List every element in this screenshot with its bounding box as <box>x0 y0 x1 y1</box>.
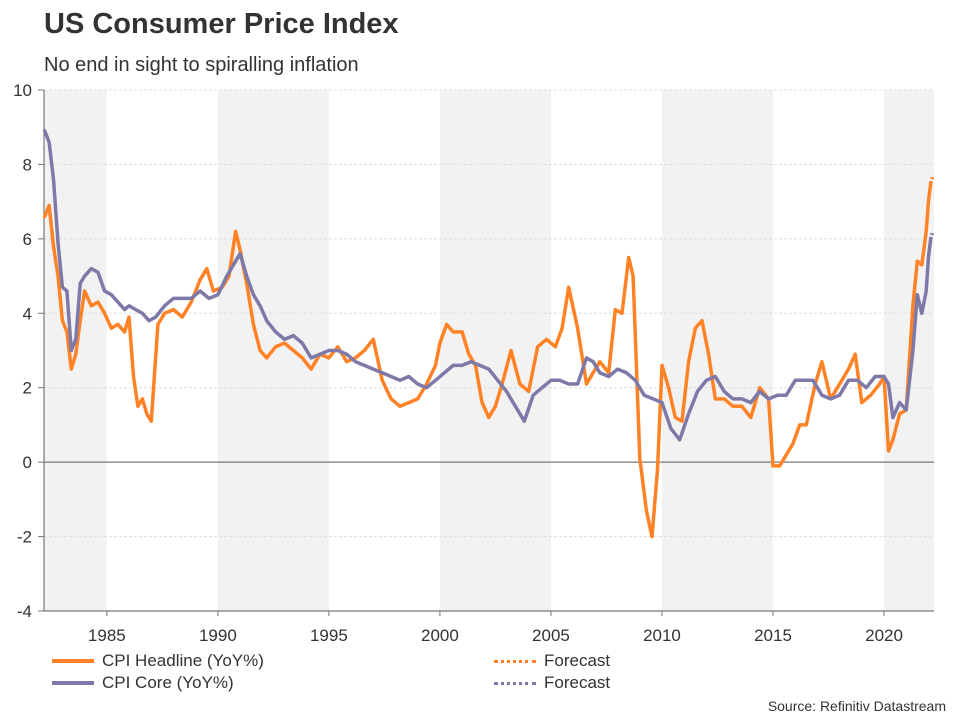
y-tick-label: 4 <box>23 304 32 323</box>
x-tick-label: 1985 <box>88 626 126 645</box>
legend-swatch-core <box>52 681 94 685</box>
y-tick-label: 2 <box>23 379 32 398</box>
legend-item-core: CPI Core (YoY%) <box>52 673 234 693</box>
shaded-band <box>661 90 774 611</box>
legend-label-core: CPI Core (YoY%) <box>102 673 234 692</box>
x-tick-label: 1995 <box>310 626 348 645</box>
x-tick-label: 2020 <box>865 626 903 645</box>
y-tick-label: 10 <box>13 81 32 100</box>
x-tick-label: 2015 <box>754 626 792 645</box>
legend-swatch-headline <box>52 659 94 663</box>
x-tick-label: 1990 <box>199 626 237 645</box>
headline-line <box>42 181 933 539</box>
legend-swatch-core-forecast <box>494 681 536 685</box>
chart-title: US Consumer Price Index <box>44 8 399 40</box>
headline-forecast-line <box>929 175 935 184</box>
legend-label-headline-forecast: Forecast <box>544 651 611 670</box>
legend-label-headline: CPI Headline (YoY%) <box>102 651 264 670</box>
axes: -4 -2 0 2 4 6 8 10 1985 1990 1995 2000 2005 2010 2015 2… <box>13 81 934 645</box>
x-tick-label: 2010 <box>643 626 681 645</box>
core-forecast-line <box>929 230 935 240</box>
legend-label-core-forecast: Forecast <box>544 673 611 692</box>
y-tick-label: 6 <box>23 230 32 249</box>
chart-subtitle: No end in sight to spiralling inflation <box>44 54 359 76</box>
y-tick-label: 0 <box>23 453 32 472</box>
legend-item-core-forecast: Forecast <box>494 673 610 693</box>
x-tick-label: 2005 <box>532 626 570 645</box>
legend-item-headline: CPI Headline (YoY%) <box>52 651 264 671</box>
y-tick-label: 8 <box>23 155 32 174</box>
grid-lines <box>44 89 934 538</box>
legend-swatch-headline-forecast <box>494 659 536 663</box>
shaded-bands <box>44 90 934 611</box>
shaded-band <box>439 90 551 611</box>
y-tick-label: -2 <box>17 528 32 547</box>
legend-item-headline-forecast: Forecast <box>494 651 610 671</box>
y-tick-label: -4 <box>17 602 32 621</box>
core-line <box>42 129 933 442</box>
series-lines <box>42 129 935 539</box>
x-tick-label: 2000 <box>421 626 459 645</box>
source-note: Source: Refinitiv Datastream <box>767 698 946 714</box>
